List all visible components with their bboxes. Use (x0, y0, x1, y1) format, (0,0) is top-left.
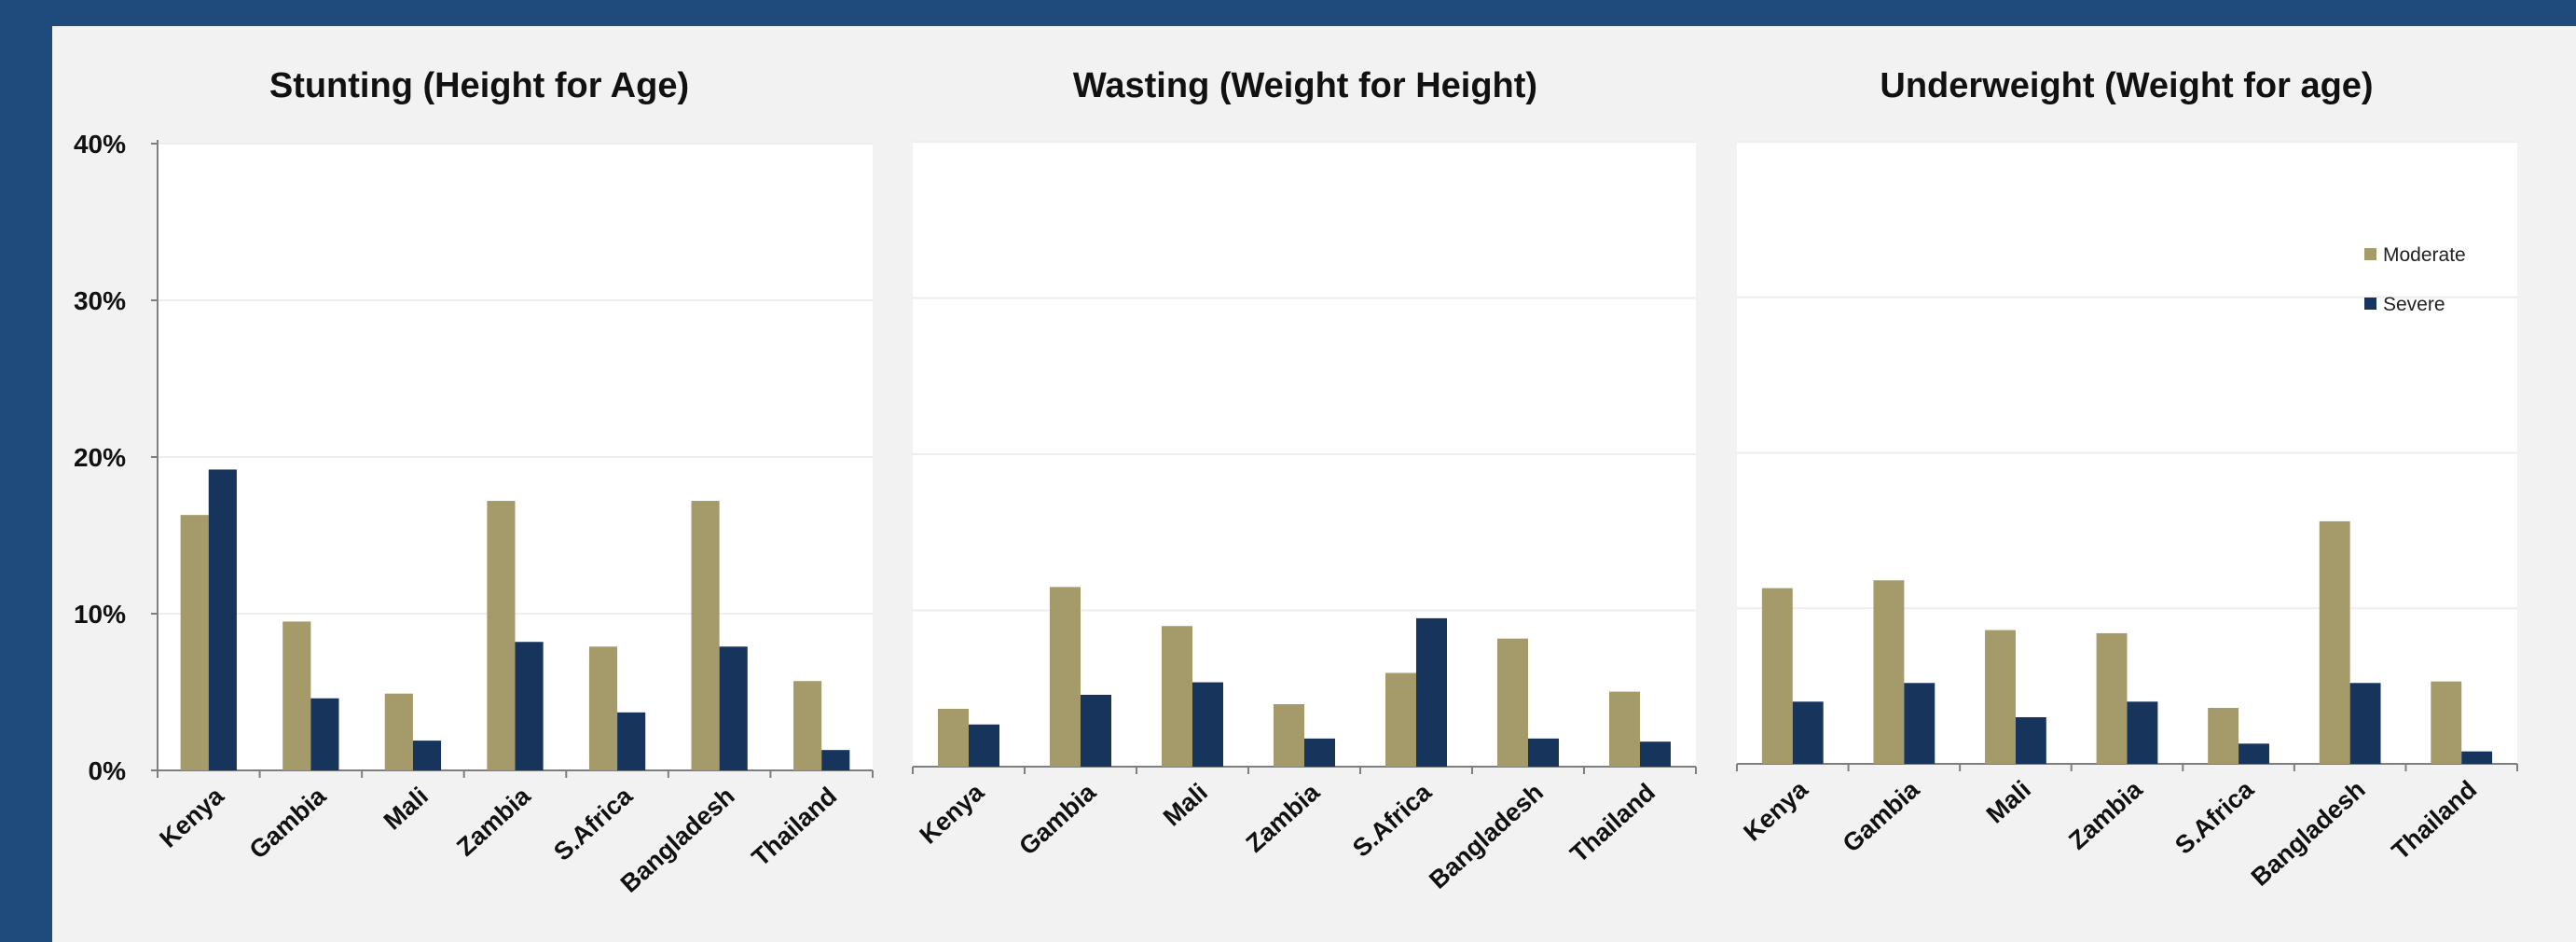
legend-label-severe: Severe (2383, 294, 2445, 315)
x-tick-label: Gambia (1013, 778, 1101, 861)
bar-severe-gambia (310, 698, 339, 770)
legend-swatch-severe (2364, 298, 2376, 310)
bar-severe-zambia (2127, 701, 2158, 764)
bar-moderate-bangladesh (2319, 520, 2350, 764)
bar-moderate-safrica (1385, 672, 1416, 767)
bar-moderate-gambia (1050, 587, 1081, 767)
x-tick-label: Thailand (1564, 778, 1660, 868)
x-tick-label: Kenya (154, 782, 229, 853)
bar-moderate-zambia (1274, 704, 1304, 767)
x-tick-label: Zambia (2063, 775, 2148, 855)
y-tick-label: 30% (74, 286, 126, 315)
bar-moderate-zambia (2096, 632, 2128, 764)
bar-severe-safrica (1416, 617, 1447, 767)
bar-moderate-safrica (588, 646, 618, 770)
x-tick-label: Thailand (2387, 775, 2483, 866)
chart-svg: Stunting (Height for Age) 0% 10% 20% 30% 40% K… (74, 66, 2518, 898)
x-tick-label: Kenya (915, 778, 990, 850)
chart-title: Underweight (Weight for age) (1880, 66, 2373, 105)
x-tick-label: S.Africa (2170, 775, 2260, 860)
x-tick-label: Gambia (244, 782, 332, 865)
y-tick-label: 0% (89, 756, 127, 785)
y-tick-label: 40% (74, 130, 126, 159)
x-tick-label: Gambia (1838, 775, 1925, 858)
chart-figure: Stunting (Height for Age) 0% 10% 20% 30% 40% K… (52, 26, 2576, 942)
bar-moderate-kenya (1761, 588, 1793, 764)
bar-severe-mali (1192, 682, 1223, 767)
bar-severe-zambia (1304, 738, 1335, 767)
bar-severe-thailand (2461, 751, 2493, 764)
bar-moderate-kenya (180, 515, 209, 770)
x-tick-label: Mali (379, 782, 434, 835)
x-tick-label: Mali (1158, 778, 1213, 831)
legend-swatch-moderate (2364, 248, 2376, 260)
x-tick-label: Bangladesh (2246, 775, 2371, 892)
bar-severe-bangladesh (719, 646, 748, 770)
bar-severe-kenya (1792, 701, 1824, 764)
bar-moderate-mali (1162, 626, 1192, 767)
x-tick-label: S.Africa (548, 782, 639, 866)
x-tick-label: Thailand (747, 782, 843, 872)
x-tick-label: Mali (1981, 775, 2036, 828)
legend-label-moderate: Moderate (2383, 244, 2466, 266)
x-tick-label: Bangladesh (1424, 778, 1549, 894)
x-tick-label: S.Africa (1347, 778, 1438, 863)
bar-moderate-kenya (938, 709, 969, 767)
bar-severe-safrica (617, 712, 646, 770)
x-tick-label: Kenya (1738, 775, 1813, 847)
x-tick-label: Zambia (451, 782, 536, 862)
y-tick-label: 10% (74, 600, 126, 629)
bar-severe-kenya (208, 469, 237, 770)
bar-severe-safrica (2239, 743, 2269, 764)
bar-moderate-thailand (793, 681, 822, 770)
bar-severe-kenya (969, 724, 999, 767)
bar-moderate-bangladesh (691, 501, 720, 770)
bar-moderate-mali (384, 693, 413, 770)
bar-severe-zambia (515, 642, 544, 770)
bar-moderate-thailand (1609, 691, 1640, 767)
bar-severe-bangladesh (1528, 738, 1559, 767)
bar-moderate-thailand (2431, 681, 2462, 764)
bar-severe-thailand (821, 750, 850, 770)
bar-moderate-gambia (282, 621, 311, 770)
bar-moderate-gambia (1873, 580, 1905, 764)
bar-severe-gambia (1081, 694, 1111, 767)
chart-title: Wasting (Weight for Height) (1073, 66, 1537, 105)
bar-moderate-bangladesh (1497, 638, 1528, 767)
bar-moderate-zambia (487, 501, 516, 770)
y-tick-label: 20% (74, 443, 126, 472)
bar-severe-mali (412, 741, 442, 770)
x-tick-label: Zambia (1241, 778, 1326, 858)
bar-severe-gambia (1904, 683, 1935, 764)
bar-moderate-safrica (2208, 707, 2239, 764)
bar-severe-mali (2015, 716, 2046, 764)
bar-severe-bangladesh (2349, 683, 2381, 764)
bar-severe-thailand (1640, 741, 1671, 767)
chart-title: Stunting (Height for Age) (269, 66, 689, 105)
bar-moderate-mali (1985, 630, 2016, 764)
